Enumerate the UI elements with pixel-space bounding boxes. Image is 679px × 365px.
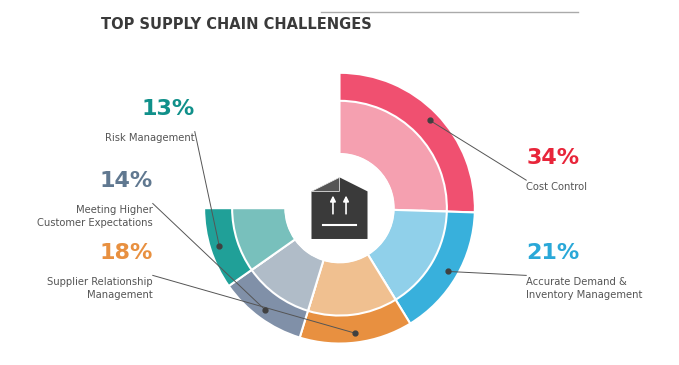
Text: Risk Management: Risk Management: [105, 134, 195, 143]
Text: Cost Control: Cost Control: [526, 182, 587, 192]
Text: TOP SUPPLY CHAIN CHALLENGES: TOP SUPPLY CHAIN CHALLENGES: [101, 17, 372, 32]
Text: 21%: 21%: [526, 243, 579, 263]
Text: Supplier Relationship
Management: Supplier Relationship Management: [47, 277, 153, 300]
Text: 13%: 13%: [141, 100, 195, 119]
Text: 18%: 18%: [99, 243, 153, 263]
Text: Accurate Demand &
Inventory Management: Accurate Demand & Inventory Management: [526, 277, 642, 300]
Text: 34%: 34%: [526, 148, 579, 168]
Wedge shape: [299, 278, 410, 343]
Wedge shape: [368, 210, 447, 300]
Wedge shape: [252, 239, 324, 311]
Wedge shape: [382, 211, 475, 324]
Wedge shape: [308, 254, 396, 315]
Wedge shape: [340, 73, 475, 212]
Polygon shape: [312, 177, 340, 191]
Wedge shape: [204, 208, 272, 286]
Wedge shape: [340, 101, 447, 212]
Circle shape: [285, 154, 394, 262]
Wedge shape: [229, 255, 315, 338]
Polygon shape: [312, 177, 367, 239]
Text: 14%: 14%: [100, 172, 153, 191]
Text: Meeting Higher
Customer Expectations: Meeting Higher Customer Expectations: [37, 205, 153, 228]
Wedge shape: [232, 208, 295, 270]
